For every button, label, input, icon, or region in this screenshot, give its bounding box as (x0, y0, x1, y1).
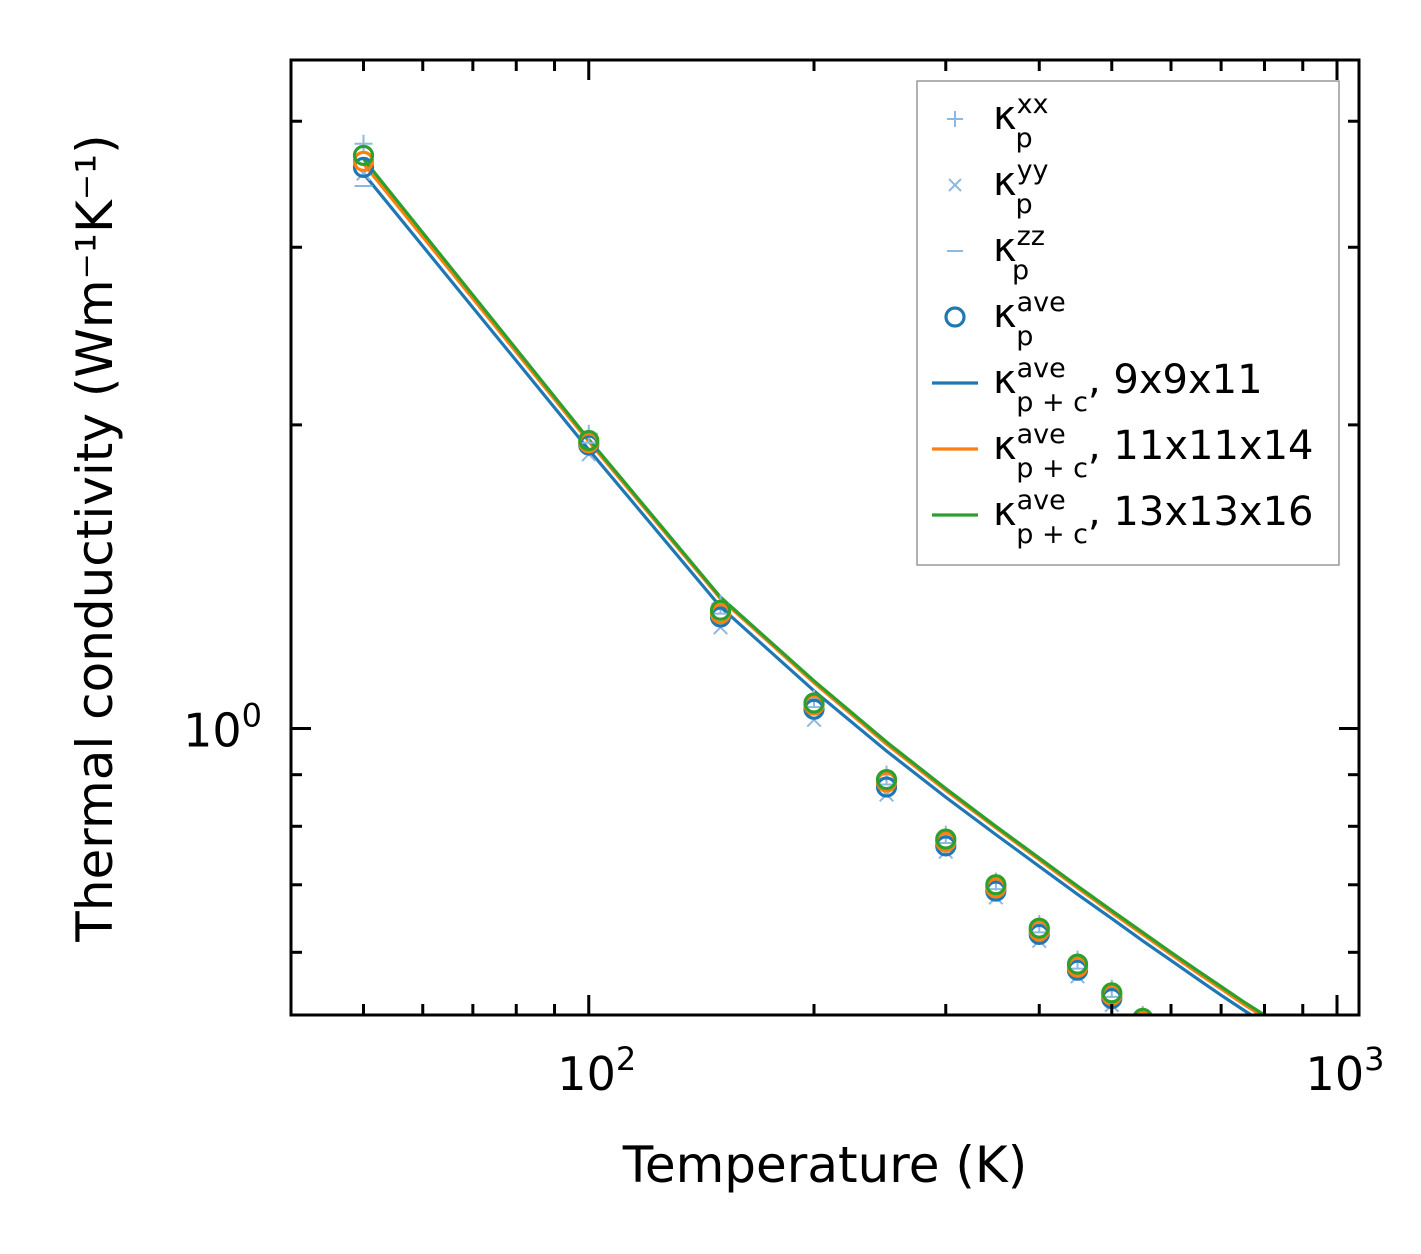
legend-entry: κave p (944, 287, 1066, 352)
data-point (352, 144, 375, 166)
data-point (875, 768, 898, 791)
data-point (1235, 1091, 1253, 1109)
data-point (985, 874, 1007, 896)
data-point (1328, 1155, 1346, 1173)
data-point (578, 429, 600, 452)
data-point (1328, 1149, 1346, 1167)
legend-label: κave p + c, 13x13x16 (993, 485, 1313, 550)
legend-entry: κyy p (948, 155, 1049, 220)
legend-label: κzz p (993, 221, 1045, 286)
legend-entry: κzz p (947, 221, 1045, 286)
y-axis-title: Thermal conductivity (Wm⁻¹K⁻¹) (66, 134, 124, 942)
data-point (1137, 1013, 1148, 1015)
data-point (352, 150, 375, 172)
data-point (1294, 1133, 1312, 1151)
legend-box (916, 80, 1340, 566)
tick-labels: 102 103 100 (183, 697, 1384, 1101)
data-point (1328, 1145, 1346, 1163)
data-point (1294, 1128, 1312, 1146)
data-point (1101, 982, 1123, 1004)
legend-label: κyy p (993, 155, 1049, 220)
plot-area (352, 134, 1346, 1179)
data-point (1294, 1130, 1312, 1148)
data-point (1212, 1075, 1230, 1093)
x-tick-label: 102 (557, 1040, 636, 1101)
data-point (1235, 1082, 1253, 1100)
data-point (1237, 1101, 1251, 1115)
data-point (1311, 1134, 1329, 1152)
data-point (1212, 1070, 1230, 1088)
data-point (1188, 1058, 1206, 1076)
legend-entry: κave p + c, 9x9x11 (932, 353, 1263, 418)
data-point (1028, 917, 1050, 939)
legend-entry: κave p + c, 13x13x16 (932, 485, 1313, 550)
data-point (1328, 1152, 1346, 1170)
data-point (1314, 1154, 1328, 1168)
legend-marker-swatch (948, 178, 962, 192)
data-point (354, 134, 373, 153)
data-point (709, 599, 732, 621)
data-point (1330, 1165, 1344, 1179)
data-point (1275, 1118, 1293, 1136)
series-line-0 (362, 172, 1255, 1015)
legend-label: κxx p (993, 89, 1049, 154)
data-point (1256, 1107, 1274, 1125)
x-axis-title: Temperature (K) (622, 1136, 1027, 1194)
legend-entry: κave p + c, 11x11x14 (932, 419, 1313, 484)
data-point (1256, 1104, 1274, 1122)
legend-marker-swatch (944, 306, 966, 328)
data-point (1258, 1117, 1272, 1131)
data-point (1162, 1032, 1180, 1050)
data-point (1132, 1007, 1153, 1015)
x-tick-label: 103 (1306, 1040, 1385, 1101)
data-point (1212, 1072, 1230, 1090)
series-points-5 (352, 144, 1346, 1167)
data-point (1066, 953, 1089, 975)
legend-label: κave p + c, 9x9x11 (993, 353, 1263, 418)
data-point (1256, 1097, 1274, 1115)
data-point (1311, 1145, 1329, 1163)
data-point (1235, 1086, 1253, 1104)
data-point (1311, 1141, 1329, 1159)
data-point (1275, 1115, 1293, 1133)
data-point (352, 156, 375, 178)
data-point (935, 828, 957, 850)
data-point (1275, 1121, 1293, 1139)
data-point (1188, 1054, 1206, 1072)
legend-entry: κxx p (947, 89, 1049, 154)
data-point (1256, 1102, 1274, 1120)
data-point (1277, 1130, 1291, 1144)
legend-label: κave p (993, 287, 1066, 352)
data-point (803, 692, 825, 714)
legend-label: κave p + c, 11x11x14 (993, 419, 1313, 484)
data-point (1190, 1067, 1204, 1081)
data-point (1164, 1047, 1178, 1061)
axis-ticks (289, 60, 1359, 1015)
data-point (1214, 1084, 1228, 1098)
y-tick-label: 100 (183, 697, 262, 758)
data-point (1275, 1111, 1293, 1129)
data-point (1188, 1052, 1206, 1070)
series-line-2 (362, 157, 1268, 1015)
data-point (1162, 1035, 1180, 1053)
data-point (1294, 1123, 1312, 1141)
data-point (1162, 1038, 1180, 1056)
data-point (1212, 1065, 1230, 1083)
data-point (1188, 1048, 1206, 1066)
data-point (1235, 1088, 1253, 1106)
data-point (1296, 1142, 1310, 1156)
data-point (1133, 1010, 1152, 1015)
plot-frame (289, 58, 1361, 1017)
legend-marker-swatch (947, 111, 963, 127)
data-point (1136, 1024, 1150, 1038)
data-point (1162, 1028, 1180, 1046)
data-point (1311, 1139, 1329, 1157)
